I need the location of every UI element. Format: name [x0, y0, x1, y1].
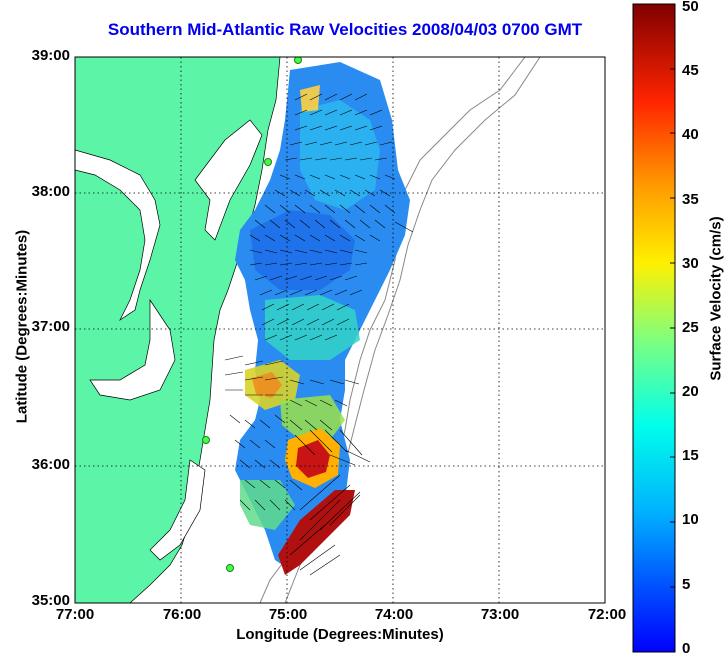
bay-water: [75, 149, 161, 322]
colorbar-tick: 35: [682, 191, 699, 208]
colorbar-tick: 30: [682, 255, 699, 272]
colorbar-ticks: [670, 68, 675, 588]
colorbar-tick: 0: [682, 640, 691, 657]
velocity-field: [280, 395, 345, 440]
bay-water: [194, 119, 263, 241]
velocity-arrows: [224, 93, 414, 576]
colorbar: [632, 3, 676, 653]
map-title: Southern Mid-Atlantic Raw Velocities 200…: [107, 20, 583, 39]
velocity-field: [300, 100, 380, 210]
plot-border: [74, 56, 606, 604]
colorbar-tick: 15: [682, 447, 699, 464]
colorbar-tick: 40: [682, 126, 699, 143]
colorbar-tick: 20: [682, 383, 699, 400]
bay-water: [149, 459, 206, 561]
velocity-field: [240, 480, 295, 530]
velocity-field: [300, 85, 320, 112]
velocity-field: [265, 295, 360, 360]
x-tick-label: 75:00: [268, 606, 308, 623]
x-tick-label: 73:00: [480, 606, 520, 623]
y-tick-label: 38:00: [31, 183, 70, 200]
velocity-field: [250, 210, 355, 290]
graticule: [75, 57, 605, 603]
colorbar-tick: 50: [682, 0, 699, 15]
x-tick-label: 72:00: [587, 606, 627, 623]
colorbar-tick: 5: [682, 576, 691, 593]
colorbar-tick: 45: [682, 62, 699, 79]
y-tick-label: 36:00: [31, 456, 70, 473]
velocity-field: [296, 440, 330, 478]
y-tick-label: 39:00: [31, 47, 70, 64]
station-marker-icon: [202, 57, 302, 572]
x-tick-label: 74:00: [374, 606, 414, 623]
colorbar-tick: 25: [682, 319, 699, 336]
bay-water: [89, 298, 176, 401]
x-axis-label: Longitude (Degrees:Minutes): [236, 626, 444, 643]
x-tick-label: 76:00: [162, 606, 202, 623]
colorbar-tick: 10: [682, 511, 699, 528]
x-tick-label: 77:00: [55, 606, 95, 623]
y-tick-label: 37:00: [31, 318, 70, 335]
y-tick-label: 35:00: [31, 592, 70, 609]
